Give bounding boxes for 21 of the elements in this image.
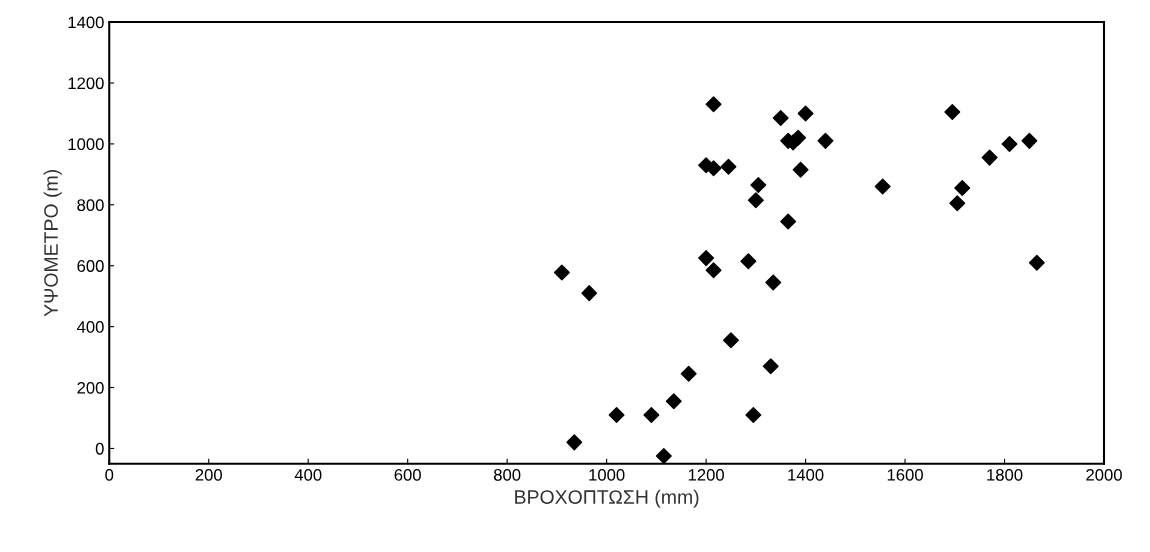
x-tick-label: 1200	[688, 468, 724, 481]
x-tick-label: 800	[493, 468, 521, 481]
y-tick-label: 600	[77, 260, 104, 272]
y-tick-label: 1400	[68, 16, 104, 29]
y-tick-label: 1200	[68, 77, 104, 90]
x-axis-title: ΒΡΟΧΟΠΤΩΣΗ (mm)	[515, 489, 699, 508]
y-tick-label: 800	[77, 199, 104, 212]
x-tick-label: 400	[294, 468, 322, 481]
y-tick-label: 200	[77, 381, 104, 394]
x-tick-label: 2000	[1086, 468, 1122, 481]
x-tick-label: 200	[195, 468, 222, 481]
x-tick-label: 1600	[887, 468, 923, 481]
x-tick-label: 600	[394, 468, 421, 481]
y-axis-title: ΥΨΟΜΕΤΡΟ (m)	[43, 170, 62, 317]
x-tick-label: 1400	[788, 468, 824, 481]
y-tick-label: 0	[95, 442, 104, 455]
x-tick-label: 0	[105, 468, 114, 481]
x-tick-label: 1000	[589, 468, 625, 481]
x-tick-label: 1800	[987, 468, 1023, 481]
y-tick-label: 1000	[68, 138, 104, 151]
y-tick-label: 400	[76, 321, 104, 333]
